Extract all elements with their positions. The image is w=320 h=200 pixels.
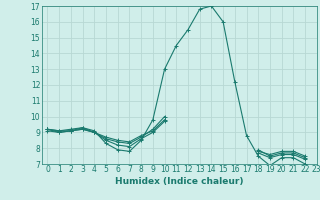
X-axis label: Humidex (Indice chaleur): Humidex (Indice chaleur) — [115, 177, 244, 186]
